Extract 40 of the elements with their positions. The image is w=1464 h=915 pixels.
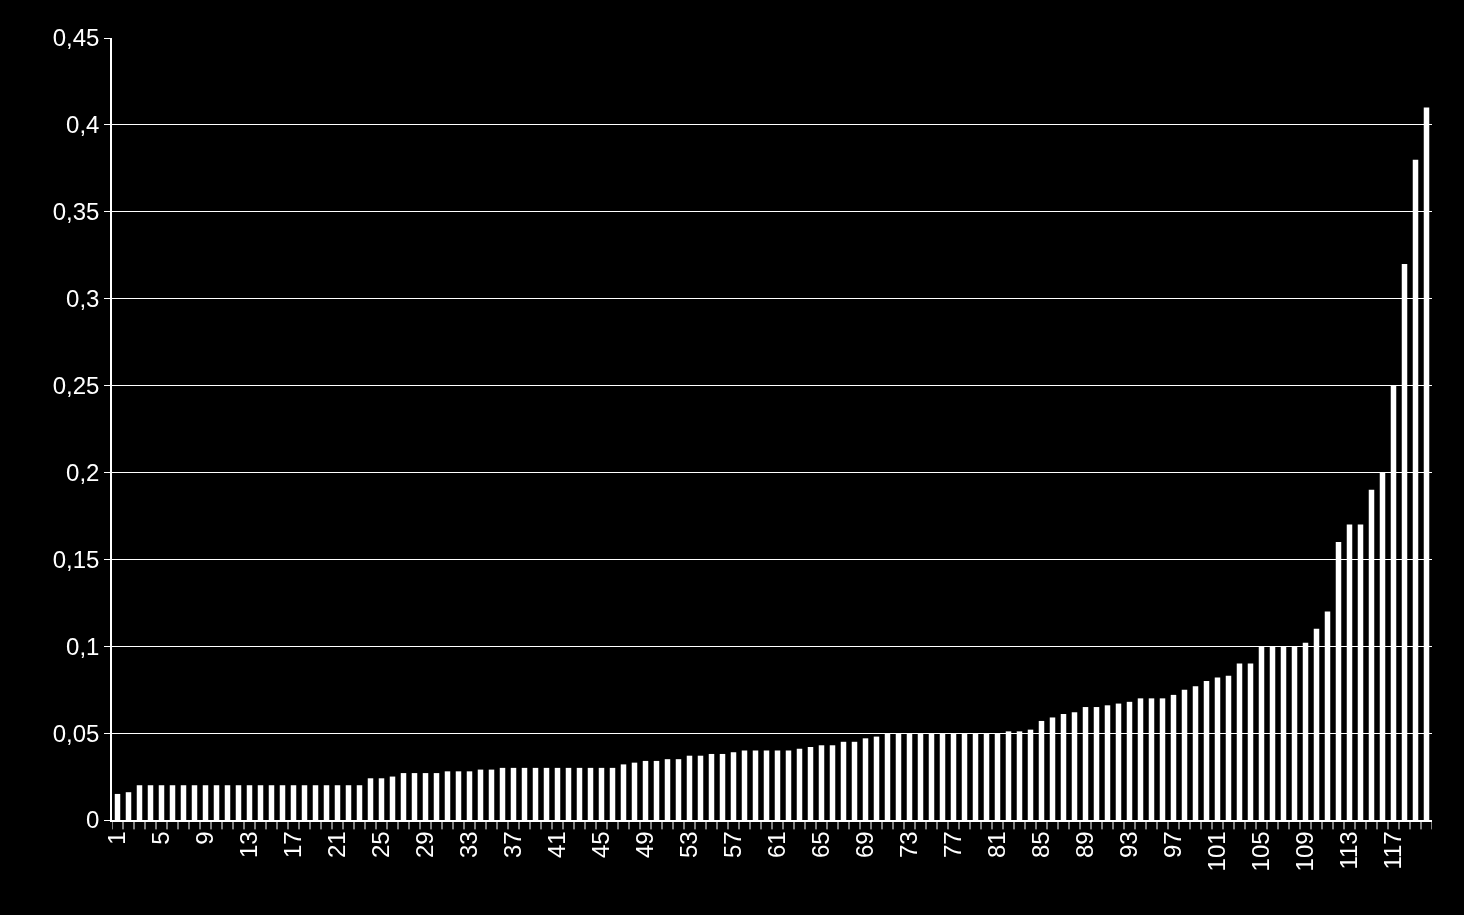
x-tick-label: 33: [455, 831, 483, 859]
y-tick-label: 0,05: [52, 719, 100, 747]
x-tick-label: 113: [1335, 831, 1363, 870]
y-tick-label: 0,45: [52, 24, 100, 52]
x-tick-label: 29: [411, 831, 439, 859]
x-tick-label: 61: [763, 831, 791, 859]
x-tick-label: 53: [675, 831, 703, 859]
x-tick-label: 85: [1027, 831, 1055, 859]
x-tick-label: 69: [851, 831, 879, 859]
x-tick-label: 13: [235, 831, 263, 859]
x-tick-label: 105: [1247, 831, 1275, 872]
x-tick-label: 57: [719, 831, 747, 859]
x-tick-label: 117: [1379, 831, 1407, 870]
y-tick-label: 0,1: [66, 632, 100, 660]
x-tick-label: 5: [147, 831, 175, 845]
y-tick-label: 0,15: [52, 545, 100, 573]
y-tick-label: 0,25: [52, 371, 100, 399]
x-tick-label: 49: [631, 831, 659, 859]
x-tick-label: 81: [983, 831, 1011, 859]
x-tick-label: 73: [895, 831, 923, 859]
y-tick-label: 0,2: [66, 458, 100, 486]
x-tick-label: 45: [587, 831, 615, 859]
x-tick-label: 101: [1203, 831, 1231, 872]
x-tick-label: 9: [191, 831, 219, 845]
x-tick-label: 41: [543, 831, 571, 859]
x-tick-label: 17: [279, 831, 307, 859]
x-tick-label: 65: [807, 831, 835, 859]
x-tick-label: 93: [1115, 831, 1143, 859]
x-tick-label: 37: [499, 831, 527, 859]
y-tick-label: 0,35: [52, 198, 100, 226]
x-tick-label: 89: [1071, 831, 1099, 859]
x-tick-label: 21: [323, 831, 351, 859]
x-tick-label: 77: [939, 831, 967, 859]
x-tick-label: 97: [1159, 831, 1187, 859]
x-tick-label: 1: [103, 831, 131, 845]
y-tick-label: 0,4: [66, 111, 100, 139]
x-tick-label: 109: [1291, 831, 1319, 872]
y-tick-label: 0: [86, 806, 100, 834]
x-tick-label: 25: [367, 831, 395, 859]
y-tick-label: 0,3: [66, 285, 100, 313]
